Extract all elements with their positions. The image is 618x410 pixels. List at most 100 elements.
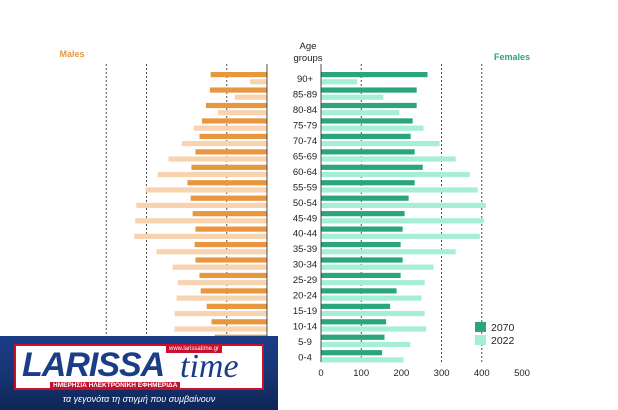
female-2070-bar	[321, 211, 405, 217]
female-2070-bar	[321, 334, 385, 340]
male-2070-bar	[192, 211, 267, 217]
male-2022-bar	[174, 326, 267, 332]
female-2022-bar	[321, 187, 478, 193]
age-group-label: 5-9	[298, 337, 312, 348]
x-tick-label: 300	[434, 368, 450, 379]
legend-label: 2070	[491, 322, 515, 334]
female-2022-bar	[321, 171, 470, 178]
age-group-label: 50-54	[293, 198, 317, 209]
female-2022-bar	[321, 264, 434, 270]
age-group-label: 45-49	[293, 213, 317, 224]
logo-brand-time: time	[180, 348, 239, 385]
female-2070-bar	[321, 102, 417, 109]
age-group-label: 20-24	[293, 291, 317, 302]
male-2022-bar	[172, 264, 267, 270]
female-2022-bar	[321, 141, 440, 147]
x-tick-label: 0	[318, 368, 323, 379]
age-group-label: 30-34	[293, 260, 317, 271]
male-2022-bar	[234, 94, 267, 100]
female-2022-bar	[321, 357, 404, 363]
age-group-label: 10-14	[293, 321, 317, 332]
larissa-time-logo: LARISSA time www.larissatime.gr ΗΜΕΡΗΣΙΑ…	[0, 336, 278, 410]
female-2022-bar	[321, 79, 358, 85]
female-2070-bar	[321, 303, 391, 309]
female-2022-bar	[321, 218, 484, 224]
male-2070-bar	[190, 195, 267, 201]
age-group-label: 75-79	[293, 121, 317, 132]
male-2022-bar	[174, 310, 267, 317]
female-2022-bar	[321, 326, 427, 332]
female-2022-bar	[321, 125, 424, 131]
female-2022-bar	[321, 202, 486, 208]
males-title: Males	[59, 49, 84, 59]
age-group-label: 90+	[297, 74, 314, 85]
male-2070-bar	[195, 226, 267, 232]
female-2070-bar	[321, 149, 415, 155]
female-2070-bar	[321, 195, 409, 201]
female-2022-bar	[321, 156, 456, 162]
age-group-label: 40-44	[293, 229, 317, 240]
female-2070-bar	[321, 241, 401, 248]
male-2070-bar	[200, 288, 267, 294]
age-group-label: 25-29	[293, 275, 317, 286]
age-group-label: 85-89	[293, 90, 317, 101]
female-2022-bar	[321, 310, 425, 317]
female-2022-bar	[321, 249, 456, 255]
male-2022-bar	[157, 171, 267, 178]
logo-box: LARISSA time www.larissatime.gr ΗΜΕΡΗΣΙΑ…	[14, 344, 264, 390]
male-2022-bar	[156, 249, 267, 255]
age-group-label: 80-84	[293, 105, 317, 116]
age-groups-title-line2: groups	[293, 53, 322, 64]
male-2070-bar	[206, 303, 267, 309]
male-2070-bar	[199, 272, 267, 279]
male-2022-bar	[136, 202, 267, 208]
legend-label: 2022	[491, 335, 515, 347]
male-2022-bar	[135, 218, 267, 224]
age-group-label: 60-64	[293, 167, 317, 178]
female-2070-bar	[321, 87, 417, 93]
female-2070-bar	[321, 319, 387, 325]
female-2070-bar	[321, 350, 383, 356]
male-2022-bar	[134, 233, 267, 239]
female-2070-bar	[321, 272, 401, 279]
male-2070-bar	[194, 241, 267, 248]
females-title: Females	[494, 52, 530, 62]
female-2022-bar	[321, 110, 400, 116]
x-tick-label: 500	[514, 368, 530, 379]
age-group-label: 15-19	[293, 306, 317, 317]
legend-swatch	[475, 335, 486, 345]
legend-swatch	[475, 322, 486, 332]
female-2022-bar	[321, 295, 422, 301]
female-2070-bar	[321, 257, 403, 263]
female-2070-bar	[321, 133, 411, 139]
female-2070-bar	[321, 180, 415, 186]
female-2070-bar	[321, 226, 403, 232]
female-2022-bar	[321, 94, 384, 100]
male-2022-bar	[181, 141, 267, 147]
female-2070-bar	[321, 118, 413, 124]
age-group-label: 0-4	[298, 352, 312, 363]
female-2022-bar	[321, 341, 411, 348]
male-2022-bar	[145, 187, 267, 193]
age-group-label: 65-69	[293, 151, 317, 162]
male-2070-bar	[211, 319, 267, 325]
male-2070-bar	[195, 149, 267, 155]
age-group-label: 55-59	[293, 182, 317, 193]
female-2070-bar	[321, 72, 428, 78]
age-groups-title-line1: Age	[300, 41, 317, 52]
male-2070-bar	[191, 164, 267, 170]
male-2022-bar	[217, 110, 267, 116]
male-2070-bar	[201, 118, 267, 124]
male-2022-bar	[176, 295, 267, 301]
female-2022-bar	[321, 280, 425, 286]
male-2070-bar	[210, 72, 267, 78]
male-2022-bar	[168, 156, 267, 162]
male-2022-bar	[177, 280, 267, 286]
male-2070-bar	[209, 87, 267, 93]
male-2070-bar	[195, 257, 267, 263]
female-2070-bar	[321, 164, 423, 170]
x-tick-label: 400	[474, 368, 490, 379]
female-2070-bar	[321, 288, 397, 294]
age-group-label: 70-74	[293, 136, 317, 147]
